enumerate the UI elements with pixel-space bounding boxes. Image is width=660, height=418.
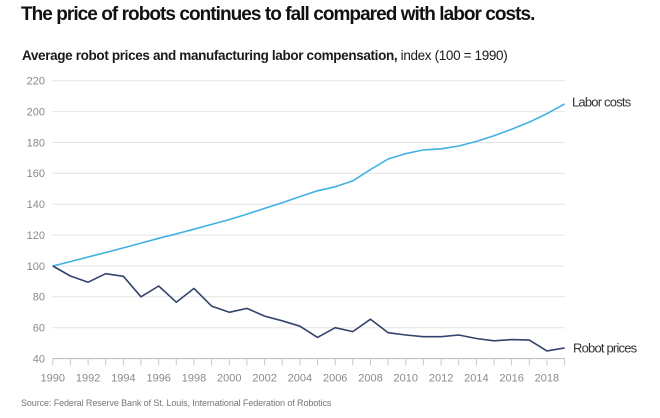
svg-text:1994: 1994: [111, 373, 135, 385]
svg-text:1990: 1990: [41, 373, 65, 385]
svg-text:2002: 2002: [252, 373, 276, 385]
svg-text:2000: 2000: [217, 373, 241, 385]
svg-text:2018: 2018: [535, 373, 559, 385]
svg-text:2006: 2006: [323, 373, 347, 385]
svg-text:200: 200: [27, 107, 45, 119]
svg-text:1996: 1996: [146, 373, 170, 385]
svg-text:Labor costs: Labor costs: [572, 95, 632, 110]
svg-text:2004: 2004: [288, 373, 312, 385]
svg-text:40: 40: [33, 354, 45, 366]
svg-text:2012: 2012: [429, 373, 453, 385]
svg-text:1998: 1998: [182, 373, 206, 385]
svg-text:120: 120: [27, 230, 45, 242]
svg-text:Robot prices: Robot prices: [573, 341, 638, 356]
svg-text:2008: 2008: [358, 373, 382, 385]
svg-text:160: 160: [27, 168, 45, 180]
svg-text:2016: 2016: [499, 373, 523, 385]
svg-text:140: 140: [27, 199, 45, 211]
svg-text:2014: 2014: [464, 373, 488, 385]
svg-text:2010: 2010: [394, 373, 418, 385]
svg-text:180: 180: [27, 137, 45, 149]
svg-text:220: 220: [27, 76, 45, 88]
svg-text:1992: 1992: [76, 373, 100, 385]
svg-text:100: 100: [27, 261, 45, 273]
svg-text:80: 80: [33, 292, 45, 304]
svg-text:60: 60: [33, 323, 45, 335]
